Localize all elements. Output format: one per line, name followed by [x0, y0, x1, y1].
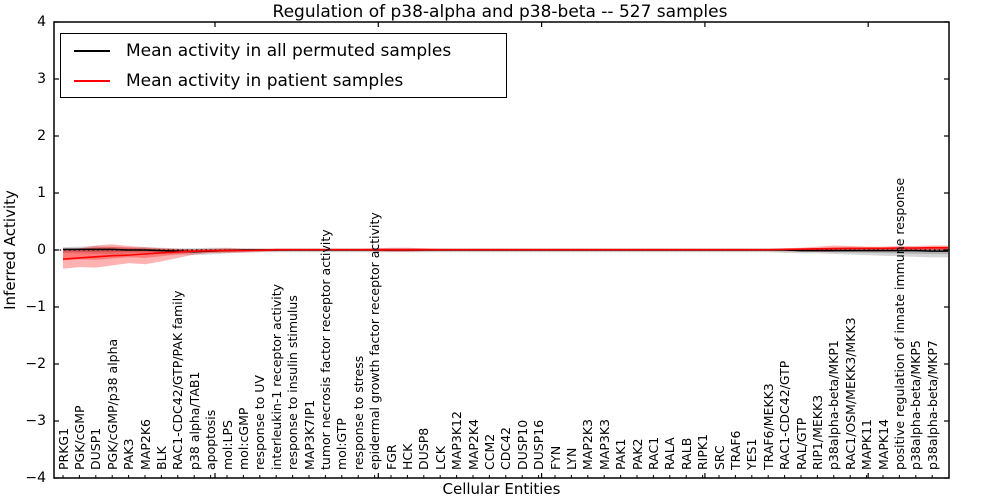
confidence-band	[63, 244, 948, 269]
x-tick-label: RALB	[678, 437, 694, 470]
x-tick-label: RAC1	[645, 436, 661, 470]
x-tick-label: MAPK11	[859, 419, 875, 470]
x-tick-label: RAC1/OSM/MEKK3/MKK3	[842, 317, 858, 470]
x-tick-label: PRKG1	[55, 427, 71, 470]
x-tick-label: TRAF6	[727, 430, 743, 470]
x-tick-label: MAP3K3	[596, 419, 612, 470]
legend-line-sample-red	[74, 79, 110, 82]
legend-row-patient: Mean activity in patient samples	[61, 66, 506, 96]
y-tick-label: 3	[37, 71, 46, 87]
confidence-band	[63, 246, 948, 258]
x-tick-label: DUSP10	[514, 419, 530, 470]
x-tick-label: CDC42	[498, 427, 514, 470]
x-tick-label: MAP2K6	[137, 419, 153, 470]
x-tick-label: BLK	[153, 446, 169, 470]
x-tick-label: response to stress	[350, 355, 366, 470]
x-tick-label: TRAF6/MEKK3	[760, 383, 776, 470]
x-tick-label: RIP1/MEKK3	[809, 394, 825, 470]
x-tick-label: DUSP16	[531, 419, 547, 470]
x-tick-label: LCK	[432, 446, 448, 470]
x-tick-label: LYN	[563, 447, 579, 470]
y-tick-label: −1	[25, 299, 46, 315]
legend-line-sample-black	[74, 49, 110, 52]
legend-label-patient: Mean activity in patient samples	[126, 70, 404, 91]
x-tick-label: MAPK14	[875, 419, 891, 470]
x-tick-label: mol:cGMP	[235, 407, 251, 470]
x-tick-label: p38alpha-beta/MKP1	[826, 340, 842, 470]
x-tick-label: mol:LPS	[219, 420, 235, 470]
x-tick-label: RAL/GTP	[793, 417, 809, 470]
x-tick-label: MAP2K4	[465, 419, 481, 470]
patient-mean-line	[62, 246, 948, 260]
y-tick-label: 4	[37, 14, 46, 30]
y-tick-label: 0	[37, 242, 46, 258]
x-tick-label: RAC1-CDC42/GTP/PAK family	[170, 290, 186, 470]
x-tick-label: PGK/cGMP	[71, 405, 87, 470]
x-tick-label: PGK/cGMP/p38 alpha	[104, 338, 120, 470]
y-tick-label: 2	[37, 128, 46, 144]
x-tick-label: PAK3	[121, 438, 137, 470]
y-tick-label: −2	[25, 356, 46, 372]
x-tick-label: apoptosis	[203, 409, 219, 470]
x-tick-label: mol:GTP	[334, 418, 350, 470]
x-tick-label: tumor necrosis factor receptor activity	[317, 229, 333, 470]
y-tick-label: −3	[25, 413, 46, 429]
y-tick-label: −4	[25, 470, 46, 486]
x-tick-label: p38alpha-beta/MKP7	[924, 340, 940, 470]
x-tick-label: MAP3K7IP1	[301, 399, 317, 470]
x-tick-label: interleukin-1 receptor activity	[268, 283, 284, 470]
x-tick-label: response to UV	[252, 375, 268, 470]
x-tick-label: PAK2	[629, 438, 645, 470]
x-tick-label: CCM2	[481, 433, 497, 470]
legend-label-permuted: Mean activity in all permuted samples	[126, 40, 452, 61]
legend: Mean activity in all permuted samples Me…	[60, 33, 507, 98]
page-title: Regulation of p38-alpha and p38-beta -- …	[272, 2, 728, 22]
x-tick-label: FGR	[383, 444, 399, 470]
x-tick-label: p38alpha-beta/MKP5	[908, 340, 924, 470]
x-tick-label: DUSP8	[416, 427, 432, 470]
x-tick-label: response to insulin stimulus	[285, 295, 301, 470]
x-axis-label: Cellular Entities	[442, 480, 561, 498]
legend-row-permuted: Mean activity in all permuted samples	[61, 36, 506, 66]
y-tick-label: 1	[37, 185, 46, 201]
x-tick-label: epidermal growth factor receptor activit…	[367, 212, 383, 470]
x-tick-label: RAC1-CDC42/GTP	[777, 360, 793, 470]
x-tick-label: RALA	[662, 437, 678, 470]
x-tick-label: DUSP1	[88, 427, 104, 470]
x-tick-label: PAK1	[613, 438, 629, 470]
x-tick-label: MAP2K3	[580, 419, 596, 470]
x-tick-label: FYN	[547, 445, 563, 470]
x-tick-label: RIPK1	[695, 433, 711, 470]
x-tick-label: HCK	[399, 443, 415, 470]
x-tick-label: positive regulation of innate immune res…	[891, 177, 907, 470]
x-tick-label: p38 alpha/TAB1	[186, 371, 202, 470]
x-tick-label: YES1	[744, 438, 760, 470]
x-tick-label: MAP3K12	[449, 411, 465, 470]
x-tick-label: SRC	[711, 445, 727, 470]
